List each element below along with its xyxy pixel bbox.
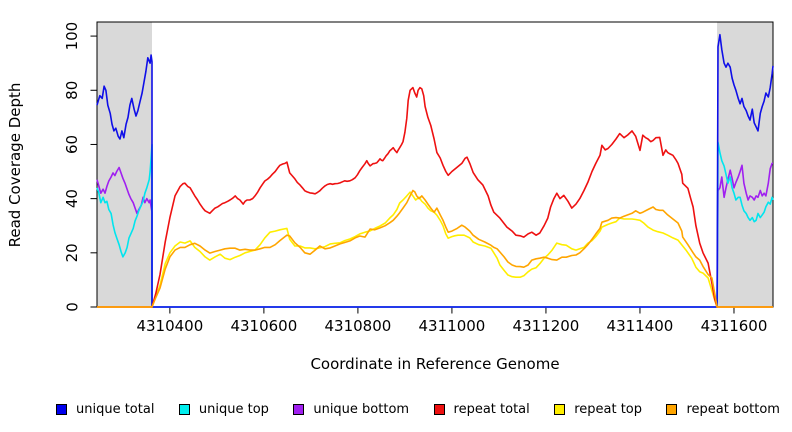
legend-item-unique-bottom: unique bottom bbox=[293, 402, 409, 417]
shaded-region bbox=[717, 22, 773, 307]
legend-label: unique top bbox=[198, 401, 269, 417]
series-line-repeat-top bbox=[97, 191, 773, 308]
x-tick-label: 4311000 bbox=[419, 317, 486, 335]
y-axis-title: Read Coverage Depth bbox=[6, 83, 24, 248]
repeat-total-swatch-icon bbox=[433, 403, 445, 415]
unique-bottom-swatch-icon bbox=[293, 403, 305, 415]
plot-box bbox=[96, 21, 774, 308]
y-tick-label: 40 bbox=[63, 189, 81, 208]
x-tick-label: 4310800 bbox=[324, 317, 391, 335]
x-tick-label: 4310400 bbox=[136, 317, 203, 335]
legend-item-repeat-total: repeat total bbox=[433, 401, 530, 417]
y-tick-label: 60 bbox=[63, 135, 81, 154]
legend-label: repeat top bbox=[574, 401, 642, 417]
x-tick-label: 4311400 bbox=[607, 317, 674, 335]
legend-item-unique-top: unique top bbox=[178, 401, 269, 417]
x-axis-title: Coordinate in Reference Genome bbox=[310, 355, 559, 373]
legend-item-unique-total: unique total bbox=[56, 402, 154, 417]
legend-label: unique total bbox=[76, 401, 155, 417]
y-tick-label: 100 bbox=[63, 22, 81, 51]
y-tick-label: 80 bbox=[63, 81, 81, 100]
repeat-top-swatch-icon bbox=[554, 403, 566, 415]
legend-item-repeat-bottom: repeat bottom bbox=[666, 402, 780, 417]
legend-label: repeat bottom bbox=[686, 401, 780, 417]
x-tick-label: 4311200 bbox=[513, 317, 580, 335]
legend: unique total unique top unique bottom re… bbox=[0, 394, 792, 424]
unique-top-swatch-icon bbox=[178, 403, 190, 415]
y-tick-label: 20 bbox=[63, 243, 81, 262]
series-line-repeat-bottom bbox=[97, 189, 773, 308]
series-line-unique-top bbox=[96, 141, 774, 308]
legend-label: repeat total bbox=[453, 401, 530, 417]
x-tick-label: 4310600 bbox=[230, 317, 297, 335]
y-tick-label: 0 bbox=[63, 302, 81, 312]
x-tick-label: 4311600 bbox=[701, 317, 768, 335]
repeat-bottom-swatch-icon bbox=[666, 403, 678, 415]
legend-label: unique bottom bbox=[313, 401, 410, 417]
unique-total-swatch-icon bbox=[56, 403, 67, 415]
coverage-chart: 4310400 4310600 4310800 4311000 4311200 43114… bbox=[6, 21, 774, 373]
legend-item-repeat-top: repeat top bbox=[554, 402, 642, 417]
series-line-unique-total bbox=[96, 33, 774, 308]
series-line-repeat-total bbox=[97, 86, 773, 308]
series-line-unique-bottom bbox=[96, 162, 773, 308]
shaded-region bbox=[97, 22, 153, 307]
